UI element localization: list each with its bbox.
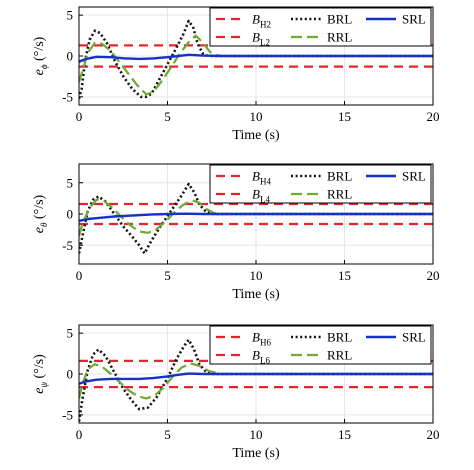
x-tick-label: 20 (427, 427, 440, 442)
y-tick-label: 5 (67, 175, 74, 190)
series-rrl (79, 34, 433, 96)
legend-label: BRL (327, 12, 352, 27)
legend-box (209, 7, 432, 47)
x-tick-label: 10 (250, 427, 263, 442)
legend-label: SRL (402, 169, 426, 184)
y-axis-label: eψ (°/s) (32, 354, 49, 394)
series-brl (79, 338, 433, 422)
x-tick-label: 5 (164, 109, 171, 124)
y-tick-label: 0 (67, 49, 74, 64)
x-tick-label: 15 (338, 427, 351, 442)
legend: BH4 BRL SRL BL4 RRL (209, 164, 432, 205)
series-srl (79, 372, 433, 385)
legend: BH6 BRL SRL BL6 RRL (209, 325, 432, 366)
x-tick-label: 0 (76, 268, 83, 283)
series-srl (79, 53, 433, 63)
series-rrl (79, 362, 433, 400)
legend-label: BH2 (252, 12, 271, 30)
y-tick-label: 0 (67, 207, 74, 222)
legend-label: RRL (327, 348, 352, 363)
x-tick-label: 5 (164, 268, 171, 283)
x-tick-label: 20 (427, 268, 440, 283)
x-tick-label: 10 (250, 109, 263, 124)
y-tick-label: -5 (62, 89, 73, 104)
legend: BH2 BRL SRL BL2 RRL (209, 7, 432, 48)
series-group (79, 182, 433, 255)
legend-label: RRL (327, 30, 352, 45)
x-axis-label: Time (s) (232, 446, 280, 461)
x-tick-label: 0 (76, 427, 83, 442)
x-tick-label: 20 (427, 109, 440, 124)
x-tick-label: 5 (164, 427, 171, 442)
legend-label: BH6 (252, 330, 271, 348)
y-tick-label: 5 (67, 8, 74, 23)
legend-label: SRL (402, 330, 426, 345)
series-group (79, 338, 433, 422)
x-tick-label: 0 (76, 109, 83, 124)
y-axis-label: eθ (°/s) (32, 194, 49, 233)
legend-label: BL6 (252, 348, 270, 366)
x-axis-label: Time (s) (232, 128, 280, 143)
legend-label: RRL (327, 187, 352, 202)
series-group (79, 19, 433, 99)
y-tick-label: 5 (67, 326, 74, 341)
legend-box (209, 164, 432, 204)
y-tick-label: 0 (67, 367, 74, 382)
legend-label: BL2 (252, 30, 270, 48)
series-srl (79, 212, 433, 223)
y-tick-label: -5 (62, 407, 73, 422)
series-rrl (79, 198, 433, 237)
y-axis-label: eϕ (°/s) (32, 36, 49, 75)
legend-label: BRL (327, 169, 352, 184)
legend-label: SRL (402, 12, 426, 27)
legend-label: BRL (327, 330, 352, 345)
x-tick-label: 10 (250, 268, 263, 283)
series-brl (79, 19, 433, 99)
legend-box (209, 325, 432, 365)
legend-label: BL4 (252, 187, 270, 205)
x-tick-label: 15 (338, 109, 351, 124)
y-tick-label: -5 (62, 238, 73, 253)
x-tick-label: 15 (338, 268, 351, 283)
x-axis-label: Time (s) (232, 287, 280, 302)
legend-label: BH4 (252, 169, 271, 187)
